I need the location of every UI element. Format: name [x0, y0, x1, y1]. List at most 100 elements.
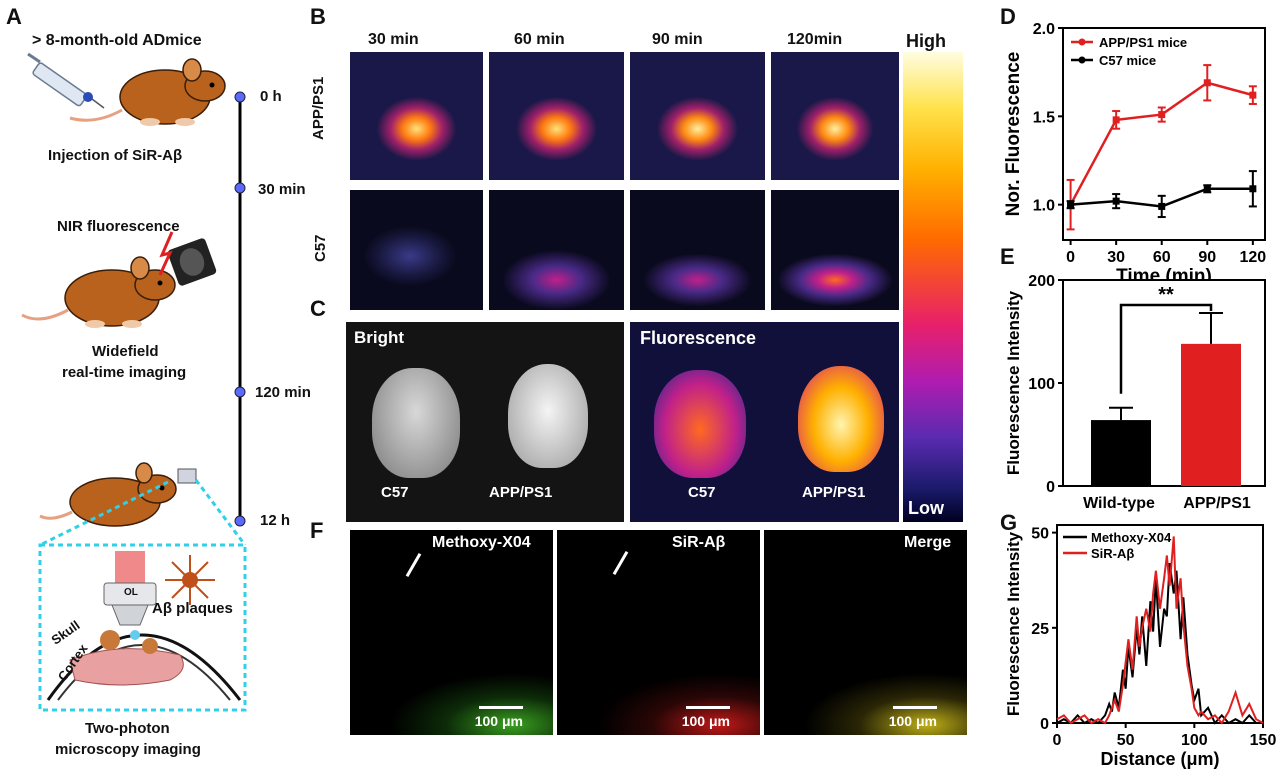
timepoint-0h: 0 h [260, 88, 282, 105]
y-axis-label: Fluorescence Intensity [1004, 290, 1023, 475]
merge-label: Merge [904, 534, 952, 551]
y-tick-label: 0 [1046, 479, 1055, 496]
data-point [1112, 116, 1120, 124]
y-tick-label: 100 [1028, 376, 1055, 393]
widefield-label: Widefield [92, 343, 159, 360]
row-label-c57: C57 [312, 234, 329, 262]
sir-image: SiR-Aβ 100 μm [557, 530, 760, 735]
twophoton-label: Two-photon [85, 720, 170, 737]
c57-image-90min [630, 190, 765, 310]
app-image-60min [489, 52, 624, 180]
y-axis-label: Fluorescence Intensity [1004, 531, 1023, 716]
y-tick-label: 2.0 [1033, 21, 1055, 38]
x-tick-label: Wild-type [1083, 495, 1155, 512]
data-point [1158, 202, 1166, 210]
x-tick-label: 60 [1153, 249, 1171, 266]
chart-d: 1.0 1.5 2.0 0 30 60 90 120 Time (min) Nor. Fluore… [1003, 21, 1266, 280]
merge-image: Merge 100 μm [764, 530, 967, 735]
c57-image-120min [771, 190, 899, 310]
chart-g: 0 25 50 0 50 100 150 Distance (μm) Fluorescence … [1004, 524, 1277, 769]
camera-icon [158, 231, 217, 286]
app-image-120min [771, 52, 899, 180]
app-image-30min [350, 52, 483, 180]
data-point [1067, 201, 1075, 209]
fluorescence-label: Fluorescence [640, 328, 757, 348]
bright-image [346, 322, 624, 522]
x-tick-label: APP/PS1 [1183, 495, 1251, 512]
bright-c57-label: C57 [381, 484, 409, 501]
legend-marker [1078, 38, 1086, 46]
legend-marker [1078, 56, 1086, 64]
time-head-120: 120min [787, 31, 843, 48]
data-point [1158, 111, 1166, 119]
x-tick-label: 50 [1117, 732, 1135, 749]
x-tick-label: 100 [1181, 732, 1208, 749]
x-axis-label: Distance (μm) [1100, 749, 1219, 769]
legend-label: SiR-Aβ [1091, 546, 1134, 561]
x-tick-label: 120 [1239, 249, 1266, 266]
bright-app-label: APP/PS1 [489, 484, 553, 501]
mouse-icon [21, 256, 176, 328]
x-tick-label: 0 [1053, 732, 1062, 749]
fluor-c57-label: C57 [688, 484, 716, 501]
panel-label-d: D [1000, 4, 1016, 29]
merge-scale: 100 μm [888, 713, 937, 729]
series-line [1056, 562, 1263, 725]
data-point [1203, 79, 1211, 87]
syringe-icon [27, 52, 105, 109]
x-axis-label: Time (min) [1116, 266, 1212, 280]
significance-bracket [1119, 303, 1213, 394]
panel-label-b: B [310, 4, 326, 29]
series-line [1069, 81, 1254, 206]
data-point [1112, 197, 1120, 205]
time-head-30: 30 min [368, 31, 419, 48]
microscopy-label: microscopy imaging [55, 741, 201, 758]
time-head-90: 90 min [652, 31, 703, 48]
y-tick-label: 1.0 [1033, 198, 1055, 215]
colorbar-high: High [906, 31, 946, 51]
plaques-label: Aβ plaques [152, 600, 233, 617]
methoxy-label: Methoxy-X04 [432, 534, 531, 551]
injection-label: Injection of SiR-Aβ [48, 147, 183, 164]
plot-frame [1056, 524, 1264, 724]
panel-label-g: G [1000, 510, 1018, 535]
time-head-60: 60 min [514, 31, 565, 48]
y-tick-label: 1.5 [1033, 109, 1055, 126]
y-axis-label: Nor. Fluorescence [1003, 52, 1024, 217]
nir-label: NIR fluorescence [57, 218, 180, 235]
x-tick-label: 150 [1250, 732, 1277, 749]
series-line [1056, 536, 1264, 725]
mouse-icon [69, 58, 226, 126]
legend-label: C57 mice [1099, 53, 1156, 68]
y-tick-label: 200 [1028, 273, 1055, 290]
timepoint-120min: 120 min [255, 384, 311, 401]
bar [1091, 420, 1151, 486]
colorbar [903, 52, 963, 522]
panel-label-e: E [1000, 244, 1015, 269]
methoxy-scale: 100 μm [474, 713, 523, 729]
panel-label-a: A [6, 4, 22, 29]
fluorescence-image [630, 322, 899, 522]
y-tick-label: 0 [1040, 716, 1049, 733]
bar [1181, 343, 1241, 486]
c57-image-30min [350, 190, 483, 310]
timepoint-30min: 30 min [258, 181, 306, 198]
app-image-90min [630, 52, 765, 180]
y-tick-label: 25 [1031, 621, 1049, 638]
sir-scale: 100 μm [681, 713, 730, 729]
colorbar-low: Low [908, 498, 944, 518]
panel-a-title: > 8-month-old ADmice [32, 32, 202, 49]
realtime-label: real-time imaging [62, 364, 187, 381]
timepoint-12h: 12 h [260, 512, 291, 529]
sir-label: SiR-Aβ [672, 534, 726, 551]
data-point [1249, 91, 1257, 99]
ol-label: OL [124, 587, 138, 598]
plaque-icon [165, 555, 215, 605]
row-label-app: APP/PS1 [310, 76, 327, 140]
objective-lens-icon [103, 551, 157, 626]
c57-image-60min [489, 190, 624, 310]
data-point [1249, 185, 1257, 193]
methoxy-image: Methoxy-X04 100 μm [350, 530, 553, 735]
legend-label: Methoxy-X04 [1091, 530, 1172, 545]
x-tick-label: 30 [1107, 249, 1125, 266]
